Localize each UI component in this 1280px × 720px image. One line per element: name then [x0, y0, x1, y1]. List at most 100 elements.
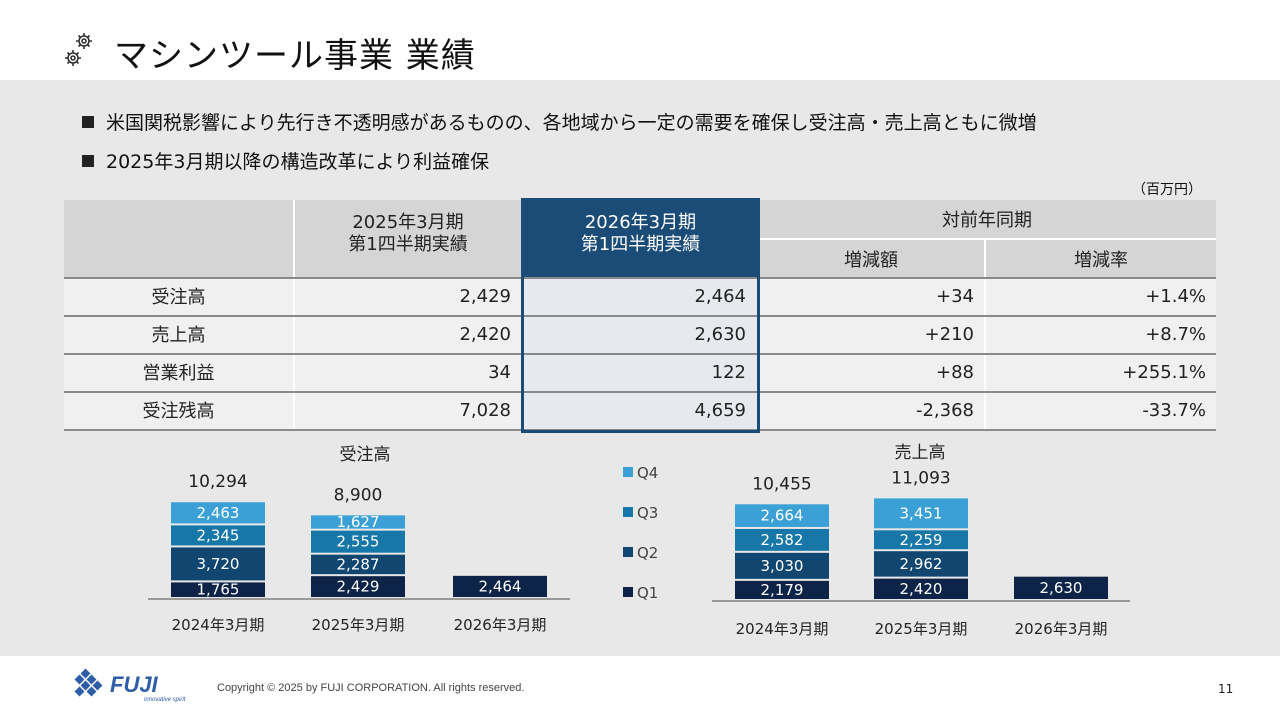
bar-segment [874, 578, 968, 599]
fuji-logo: FUJI innovative spirit [74, 668, 186, 703]
bar-value-label: 3,030 [761, 557, 804, 575]
col-header-yoy: 対前年同期 [942, 210, 1032, 231]
gear-icon [65, 33, 92, 66]
unit-label: （百万円） [1132, 182, 1202, 198]
legend-label: Q4 [637, 464, 658, 482]
legend-swatch [623, 587, 633, 597]
copyright: Copyright © 2025 by FUJI CORPORATION. Al… [217, 682, 525, 694]
results-table: 2025年3月期 第1四半期実績 2026年3月期 第1四半期実績 対前年同期 … [64, 198, 1216, 433]
table-cell-rate: -33.7% [1142, 399, 1206, 421]
bullet-square-icon [82, 154, 94, 167]
bar-value-label: 2,664 [761, 507, 804, 525]
bar-segment [311, 515, 405, 529]
table-cell-rate: +255.1% [1122, 361, 1206, 383]
legend-swatch [623, 507, 633, 517]
col-header-prev-line2: 第1四半期実績 [348, 234, 468, 255]
current-col-border [521, 198, 760, 433]
col-divider [984, 238, 986, 430]
table-cell-label: 受注残高 [142, 401, 215, 422]
bar-value-label: 2,287 [337, 555, 380, 573]
footer [0, 656, 1280, 720]
bar-segment [735, 552, 829, 579]
table-cell-prev: 2,420 [459, 323, 511, 345]
table-cell-curr: 2,630 [694, 323, 746, 345]
category-label: 2025年3月期 [875, 620, 968, 638]
bar-segment [171, 502, 265, 524]
header-divider [758, 238, 1216, 240]
table-cell-diff: -2,368 [915, 399, 974, 421]
page-title: マシンツール事業 業績 [114, 36, 476, 76]
bar-value-label: 3,720 [197, 555, 240, 573]
category-label: 2024年3月期 [736, 620, 829, 638]
bar-segment [171, 525, 265, 546]
bar-total-label: 10,294 [188, 472, 247, 492]
col-header-prev: 2025年3月期 第1四半期実績 [293, 212, 523, 256]
bar-value-label: 2,962 [900, 555, 943, 573]
row-line [64, 277, 1216, 279]
table-cell-label: 売上高 [151, 325, 206, 346]
table-cell-curr: 122 [711, 361, 746, 383]
bar-value-label: 2,345 [197, 526, 240, 544]
category-label: 2024年3月期 [172, 616, 265, 634]
col-header-curr-line1: 2026年3月期 [584, 212, 697, 233]
bullet-text: 2025年3月期以降の構造改革により利益確保 [106, 151, 490, 173]
category-label: 2026年3月期 [1015, 620, 1108, 638]
legend-label: Q2 [637, 544, 658, 562]
chart-title: 受注高 [340, 445, 391, 465]
col-header-curr-line2: 第1四半期実績 [580, 234, 701, 255]
table-cell-prev: 7,028 [459, 399, 511, 421]
bar-segment [453, 575, 547, 597]
legend-label: Q1 [637, 584, 658, 602]
legend-swatch [623, 467, 633, 477]
bar-value-label: 1,765 [197, 581, 240, 599]
table-cell-label: 営業利益 [142, 363, 215, 384]
title-bar: マシンツール事業 業績 [0, 0, 1280, 80]
table-cell-prev: 2,429 [459, 285, 511, 307]
category-label: 2025年3月期 [312, 616, 405, 634]
bullet-square-icon [82, 115, 94, 128]
bar-value-label: 2,464 [479, 577, 522, 595]
row-line [64, 353, 1216, 355]
bar-segment [735, 504, 829, 527]
bar-segment [171, 547, 265, 581]
table-cell-curr: 4,659 [694, 399, 746, 421]
bar-value-label: 2,555 [337, 533, 380, 551]
bar-segment [735, 580, 829, 599]
row-line [64, 315, 1216, 317]
table-cell-diff: +210 [924, 323, 974, 345]
col-header-rate: 増減率 [1074, 249, 1128, 271]
table-cell-diff: +34 [936, 285, 974, 307]
logo-text: FUJI [110, 672, 159, 697]
legend-label: Q3 [637, 504, 658, 522]
bar-value-label: 2,429 [337, 578, 380, 596]
bar-value-label: 2,420 [900, 580, 943, 598]
table-cell-prev: 34 [488, 361, 511, 383]
table-cell-label: 受注高 [151, 287, 206, 308]
bar-total-label: 10,455 [752, 474, 811, 494]
legend-swatch [623, 547, 633, 557]
bar-total-label: 8,900 [334, 485, 383, 505]
current-col-header-bg [523, 200, 758, 277]
bar-value-label: 2,179 [761, 581, 804, 599]
bar-segment [735, 528, 829, 551]
bar-segment [171, 582, 265, 597]
bar-value-label: 2,259 [900, 531, 943, 549]
col-header-curr: 2026年3月期 第1四半期実績 [523, 212, 758, 256]
bar-segment [874, 551, 968, 577]
bar-segment [874, 498, 968, 529]
table-cell-rate: +8.7% [1145, 323, 1206, 345]
bar-segment [311, 554, 405, 575]
bar-segment [1014, 576, 1108, 599]
category-label: 2026年3月期 [454, 616, 547, 634]
bar-value-label: 2,463 [197, 504, 240, 522]
logo-tagline: innovative spirit [144, 697, 186, 703]
table-cell-curr: 2,464 [694, 285, 746, 307]
bar-segment [874, 530, 968, 550]
row-line [64, 391, 1216, 393]
col-header-diff: 増減額 [844, 249, 898, 271]
bullet-text: 米国関税影響により先行き不透明感があるものの、各地域から一定の需要を確保し受注高… [106, 112, 1037, 134]
bar-total-label: 11,093 [891, 468, 950, 488]
bar-segment [311, 576, 405, 597]
bullet-1: 米国関税影響により先行き不透明感があるものの、各地域から一定の需要を確保し受注高… [82, 108, 1037, 135]
